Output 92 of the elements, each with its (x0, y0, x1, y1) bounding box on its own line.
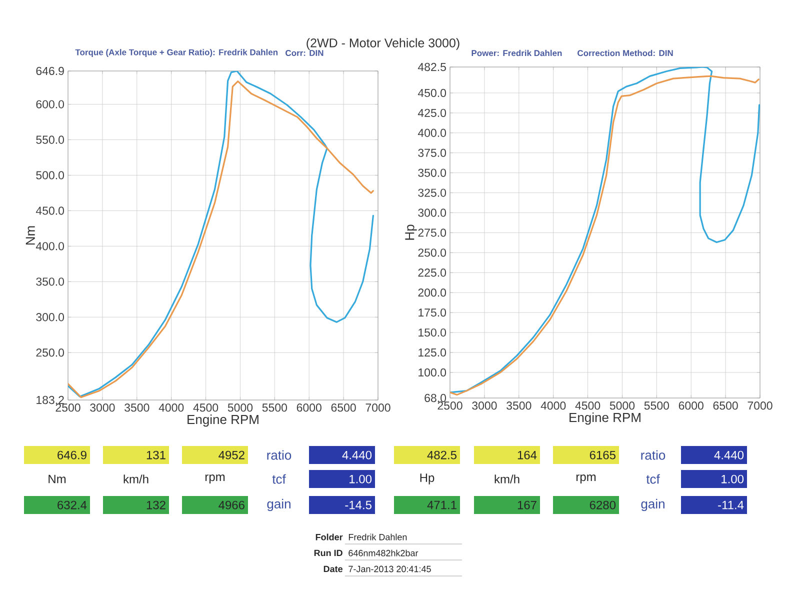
text: 131 (146, 450, 166, 460)
x-tick-label: 4000 (158, 404, 184, 412)
text: 4.440 (714, 450, 744, 460)
text: Nm (48, 474, 66, 484)
text: km/h (124, 474, 148, 484)
text: tcf (646, 474, 660, 484)
y-tick-label: 125.0 (418, 348, 446, 357)
text: rpm (576, 474, 596, 484)
text: ratio (267, 450, 292, 460)
y-tick-label: 150.0 (418, 328, 446, 337)
x-tick-label: 4000 (540, 402, 566, 410)
y-tick-label: 183.2 (36, 396, 64, 404)
x-axis-title: Engine RPM (188, 414, 258, 427)
y-tick-label: 600.0 (36, 100, 64, 108)
x-tick-label: 6500 (331, 404, 356, 412)
text: Correction Method: DIN (578, 50, 673, 56)
y-tick-label: 300.0 (418, 208, 446, 217)
x-tick-label: 7000 (748, 402, 772, 410)
y-tick-label: 175.0 (418, 308, 446, 317)
y-tick-label: 325.0 (418, 188, 446, 197)
text: 167 (518, 500, 536, 510)
x-tick-label: 5000 (228, 404, 253, 412)
x-tick-label: 4500 (575, 402, 600, 410)
y-tick-label: 275.0 (418, 228, 446, 237)
y-tick-label: 300.0 (36, 313, 64, 322)
text: Corr: DIN (286, 50, 324, 56)
text: ratio (641, 450, 666, 460)
y-tick-label: 400.0 (36, 242, 64, 250)
text: km/h (494, 474, 520, 484)
y-tick-label: 425.0 (418, 108, 446, 117)
x-tick-label: 6500 (713, 402, 738, 410)
y-tick-label: 550.0 (36, 136, 64, 144)
x-tick-label: 3500 (506, 402, 532, 410)
text: -11.4 (718, 500, 744, 510)
y-tick-label: 250.0 (418, 248, 446, 257)
x-tick-label: 5500 (644, 402, 670, 410)
y-tick-label: 500.0 (36, 171, 64, 180)
y-tick-label: 250.0 (36, 348, 64, 357)
x-tick-label: 3000 (90, 404, 115, 412)
text: Folder (316, 534, 343, 540)
y-tick-label: 225.0 (418, 268, 446, 277)
y-tick-label: 400.0 (418, 128, 446, 137)
text: 4.440 (342, 450, 372, 460)
text: Date (324, 566, 342, 572)
y-tick-label: 646.9 (36, 66, 64, 76)
x-tick-label: 2500 (56, 404, 80, 412)
text: 646.9 (58, 450, 86, 460)
x-tick-label: 2500 (438, 402, 462, 410)
y-tick-label: 450.0 (418, 88, 446, 98)
text: 4966 (218, 500, 244, 510)
text: 471.1 (427, 500, 456, 510)
x-tick-label: 7000 (366, 404, 390, 412)
text: 1.00 (350, 474, 372, 484)
text: Run ID (314, 550, 342, 556)
x-axis-title: Engine RPM (570, 412, 640, 425)
text: gain (267, 498, 290, 512)
chart-subtitle: Torque (Axle Torque + Gear Ratio): Fredrik Dahlen (75, 49, 278, 57)
y-tick-label: 68.0 (424, 394, 446, 402)
x-tick-label: 6000 (678, 402, 704, 410)
y-axis-title: Nm (26, 226, 35, 245)
text: 7-Jan-2013 20:41:45 (348, 566, 431, 572)
text: rpm (205, 474, 225, 484)
x-tick-label: 4500 (193, 404, 218, 412)
y-tick-label: 375.0 (418, 148, 446, 157)
text: Hp (420, 474, 434, 484)
text: 4952 (218, 450, 244, 460)
text: 482.5 (427, 450, 456, 460)
x-tick-label: 5000 (610, 402, 635, 410)
y-axis-title: Hp (405, 224, 417, 240)
y-tick-label: 450.0 (36, 206, 64, 215)
x-tick-label: 3000 (472, 402, 497, 410)
text: 1.00 (722, 474, 744, 484)
x-tick-label: 6000 (296, 404, 322, 412)
text: 164 (518, 450, 537, 460)
y-tick-label: 350.0 (418, 168, 446, 177)
text: 6280 (590, 500, 616, 510)
chart-subtitle: Power: Fredrik Dahlen (472, 50, 562, 56)
y-tick-label: 100.0 (418, 368, 446, 377)
text: 6165 (590, 450, 616, 460)
text: -14.5 (345, 500, 372, 510)
text: gain (641, 498, 664, 512)
x-tick-label: 3500 (124, 404, 150, 412)
y-tick-label: 350.0 (36, 278, 64, 286)
chart-title: (2WD - Motor Vehicle 3000) (306, 38, 460, 50)
y-tick-label: 482.5 (418, 62, 446, 72)
text: Fredrik Dahlen (348, 534, 407, 540)
text: 646nm482hk2bar (348, 550, 418, 556)
text: 632.4 (58, 500, 87, 510)
x-tick-label: 5500 (262, 404, 288, 412)
text: 132 (146, 500, 166, 510)
y-tick-label: 200.0 (418, 288, 446, 297)
text: tcf (272, 474, 286, 484)
